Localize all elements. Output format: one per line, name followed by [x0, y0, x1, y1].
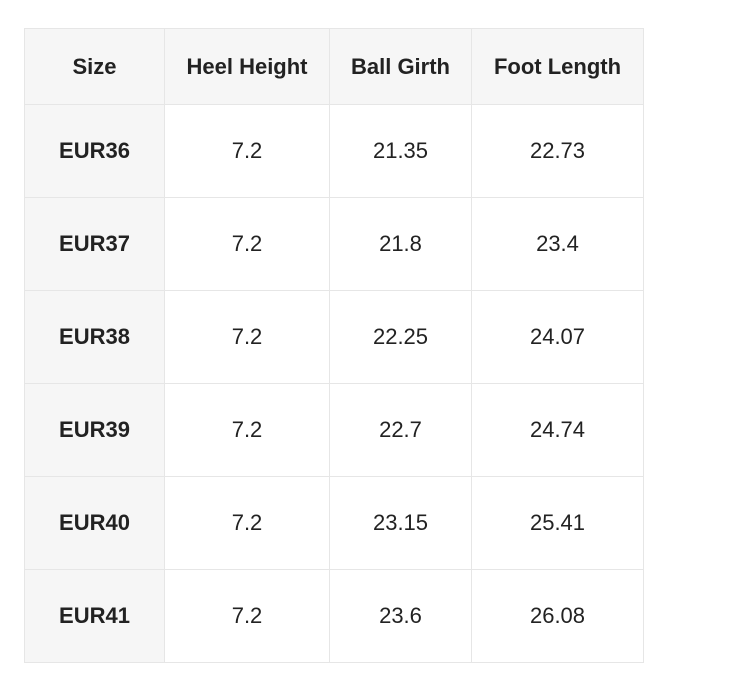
value-cell: 25.41 — [471, 476, 644, 570]
value-cell: 7.2 — [164, 383, 330, 477]
size-cell: EUR39 — [24, 383, 165, 477]
table-row: EUR36 7.2 21.35 22.73 — [24, 104, 644, 198]
table-row: EUR39 7.2 22.7 24.74 — [24, 383, 644, 477]
table-header: Size Heel Height Ball Girth Foot Length — [24, 28, 644, 105]
table-row: EUR37 7.2 21.8 23.4 — [24, 197, 644, 291]
value-cell: 21.8 — [329, 197, 472, 291]
size-cell: EUR36 — [24, 104, 165, 198]
value-cell: 7.2 — [164, 476, 330, 570]
value-cell: 24.74 — [471, 383, 644, 477]
size-table: Size Heel Height Ball Girth Foot Length EUR… — [24, 28, 644, 663]
header-cell: Foot Length — [471, 28, 644, 105]
table-row: EUR41 7.2 23.6 26.08 — [24, 569, 644, 663]
header-row: Size Heel Height Ball Girth Foot Length — [24, 28, 644, 105]
size-cell: EUR40 — [24, 476, 165, 570]
value-cell: 7.2 — [164, 569, 330, 663]
value-cell: 22.73 — [471, 104, 644, 198]
size-cell: EUR38 — [24, 290, 165, 384]
value-cell: 24.07 — [471, 290, 644, 384]
value-cell: 21.35 — [329, 104, 472, 198]
size-cell: EUR37 — [24, 197, 165, 291]
value-cell: 7.2 — [164, 197, 330, 291]
value-cell: 23.4 — [471, 197, 644, 291]
header-cell: Heel Height — [164, 28, 330, 105]
value-cell: 7.2 — [164, 290, 330, 384]
value-cell: 26.08 — [471, 569, 644, 663]
value-cell: 23.6 — [329, 569, 472, 663]
header-cell: Size — [24, 28, 165, 105]
size-cell: EUR41 — [24, 569, 165, 663]
table-row: EUR40 7.2 23.15 25.41 — [24, 476, 644, 570]
table-row: EUR38 7.2 22.25 24.07 — [24, 290, 644, 384]
value-cell: 22.7 — [329, 383, 472, 477]
table-body: EUR36 7.2 21.35 22.73 EUR37 7.2 21.8 23.4 EUR38 7… — [24, 104, 644, 663]
value-cell: 23.15 — [329, 476, 472, 570]
value-cell: 7.2 — [164, 104, 330, 198]
header-cell: Ball Girth — [329, 28, 472, 105]
value-cell: 22.25 — [329, 290, 472, 384]
